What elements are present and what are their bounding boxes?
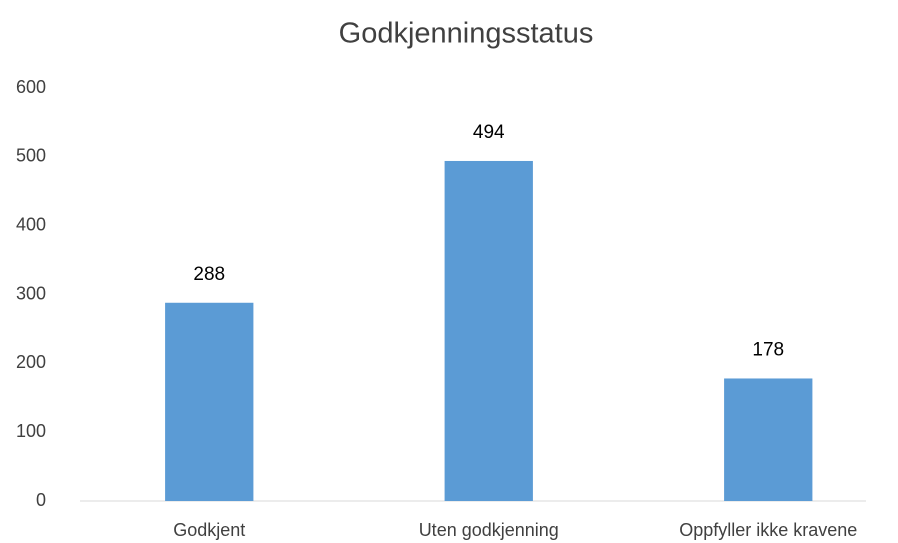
bar — [444, 160, 533, 502]
data-label: 178 — [752, 339, 784, 360]
data-label: 288 — [193, 264, 225, 285]
data-label: 494 — [473, 122, 505, 143]
x-tick-label: Uten godkjenning — [419, 520, 559, 540]
y-tick-label: 200 — [16, 352, 46, 372]
y-tick-label: 400 — [16, 214, 46, 234]
y-tick-label: 600 — [16, 77, 46, 97]
chart-title: Godkjenningsstatus — [339, 18, 594, 50]
x-tick-label: Oppfyller ikke kravene — [679, 520, 857, 540]
y-tick-label: 300 — [16, 283, 46, 303]
x-tick-label: Godkjent — [173, 520, 245, 540]
bar — [724, 378, 813, 501]
y-tick-label: 0 — [36, 490, 46, 510]
y-tick-label: 500 — [16, 146, 46, 166]
bar — [165, 302, 254, 501]
y-tick-label: 100 — [16, 421, 46, 441]
